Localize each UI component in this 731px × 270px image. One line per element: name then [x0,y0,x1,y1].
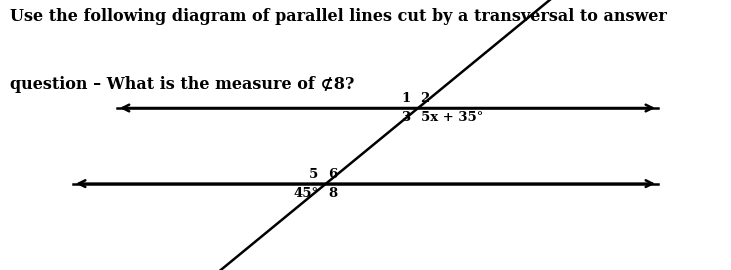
Text: 5: 5 [308,168,318,181]
Text: 2: 2 [420,92,430,105]
Text: question – What is the measure of ⊄8?: question – What is the measure of ⊄8? [10,76,355,93]
Text: 45°: 45° [293,187,318,200]
Text: 3: 3 [401,111,410,124]
Text: 5x + 35°: 5x + 35° [420,111,482,124]
Text: Use the following diagram of parallel lines cut by a transversal to answer: Use the following diagram of parallel li… [10,8,667,25]
Text: 6: 6 [328,168,338,181]
Text: 1: 1 [401,92,410,105]
Text: 8: 8 [328,187,338,200]
